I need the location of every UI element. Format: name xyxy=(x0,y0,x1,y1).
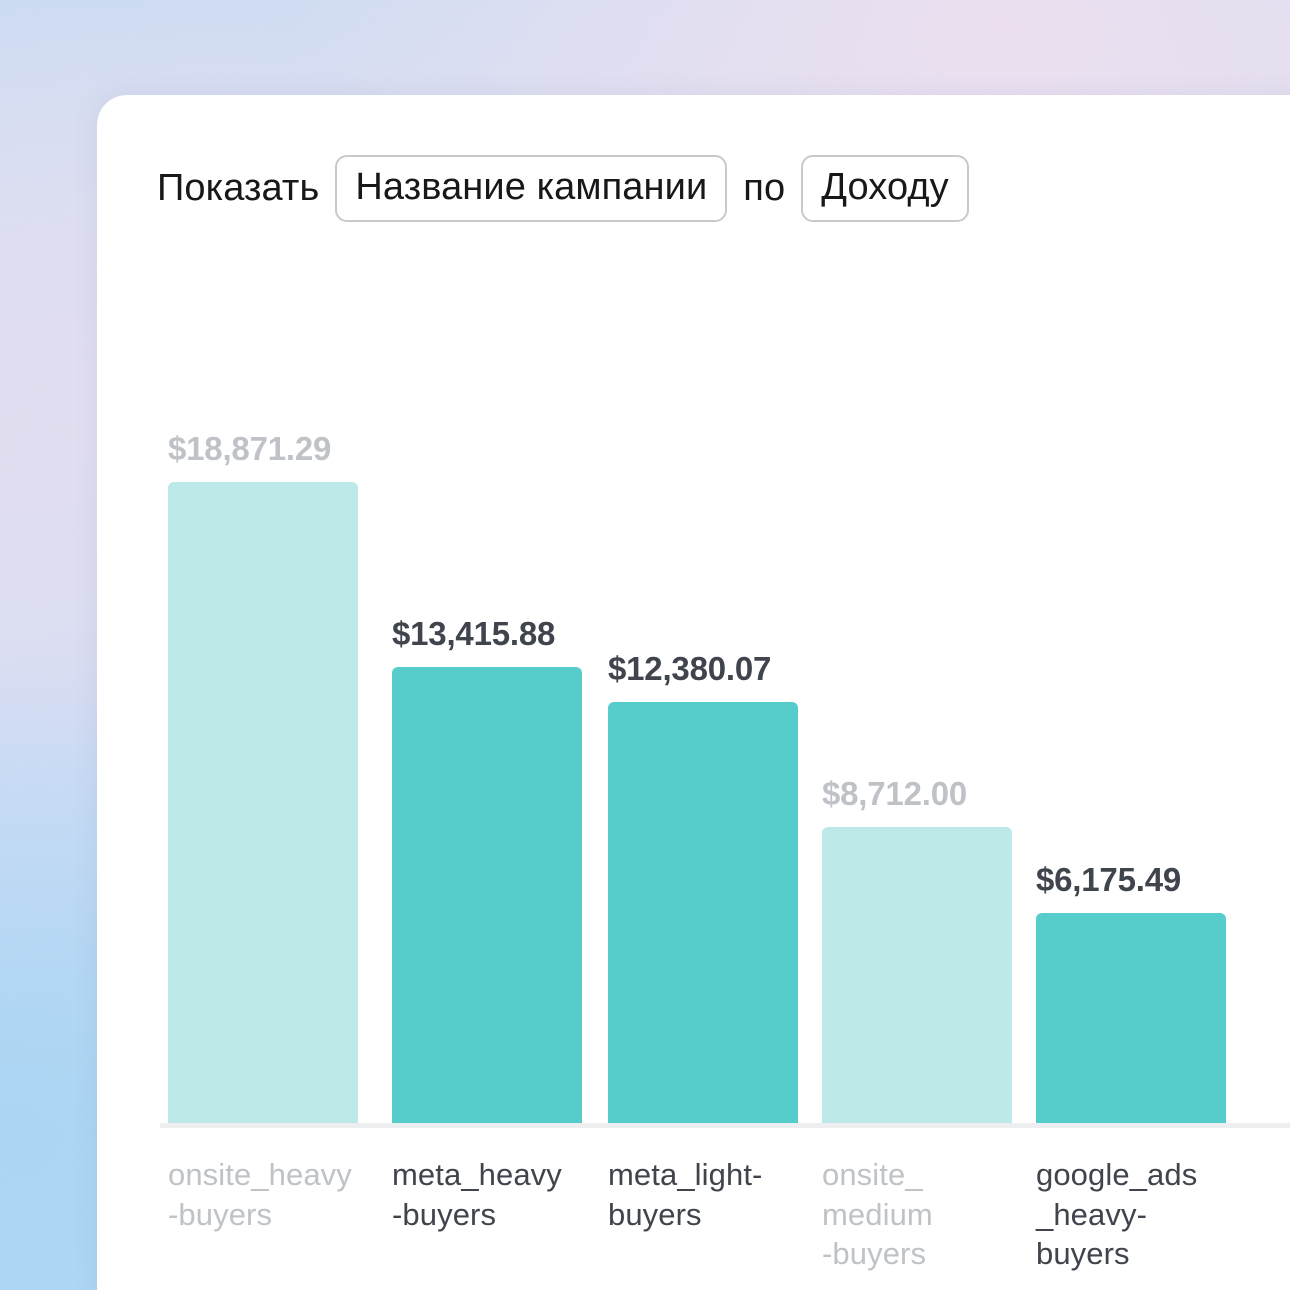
bar-rect[interactable] xyxy=(392,667,582,1123)
bar-category-label: onsite_heavy -buyers xyxy=(168,1155,358,1234)
bar-category-label: google_ads _heavy-buyers xyxy=(1036,1155,1226,1274)
chart-controls: Показать Название кампании по Доходу xyxy=(157,155,969,222)
bar-rect[interactable] xyxy=(168,482,358,1123)
bar-category-label: onsite_medium -buyers xyxy=(822,1155,1012,1274)
axis-baseline xyxy=(160,1123,1290,1128)
bar-category-label-line: _heavy- xyxy=(1036,1196,1147,1232)
bar-category-label-line: meta_heavy xyxy=(392,1157,562,1192)
bar-group[interactable]: $12,380.07 meta_light-buyers xyxy=(608,650,798,1232)
bar-chart: $18,871.29 onsite_heavy -buyers $13,415.88 m… xyxy=(97,95,1290,1290)
bar-category-label-line: onsite_ xyxy=(822,1157,923,1192)
bar-category-label: meta_light-buyers xyxy=(608,1155,798,1234)
bar-value-label: $6,175.49 xyxy=(1036,861,1182,898)
bar-value-label: $12,380.07 xyxy=(608,650,772,687)
metric-dropdown[interactable]: Доходу xyxy=(801,155,969,222)
bar-group[interactable]: $8,712.00 onsite_medium -buyers xyxy=(822,775,1012,1271)
bar-group[interactable]: $6,175.49 google_ads _heavy-buyers xyxy=(1036,861,1226,1271)
bar-rect[interactable] xyxy=(822,827,1012,1123)
by-connector-label: по xyxy=(743,167,786,209)
bar-category-label-line: google_ads xyxy=(1036,1157,1198,1192)
bar-value-label: $18,871.29 xyxy=(168,430,332,467)
chart-card: Показать Название кампании по Доходу $18… xyxy=(97,95,1290,1290)
bar-group[interactable]: $18,871.29 onsite_heavy -buyers xyxy=(168,430,358,1232)
bar-rect[interactable] xyxy=(1036,913,1226,1123)
show-prefix-label: Показать xyxy=(157,167,320,209)
bar-category-label-line: -buyers xyxy=(392,1196,497,1232)
bar-value-label: $8,712.00 xyxy=(822,775,968,812)
bar-category-label: meta_heavy -buyers xyxy=(392,1155,582,1234)
bar-category-label-line: -buyers xyxy=(168,1196,273,1232)
bar-category-label-line: meta_light- xyxy=(608,1157,763,1192)
bar-category-label-line: buyers xyxy=(1036,1236,1130,1272)
bar-value-label: $13,415.88 xyxy=(392,615,556,652)
bar-category-label-line: buyers xyxy=(608,1196,702,1232)
bar-category-label-line: medium xyxy=(822,1196,933,1232)
bar-category-label-line: -buyers xyxy=(822,1236,927,1272)
bar-group[interactable]: $13,415.88 meta_heavy -buyers xyxy=(392,615,582,1232)
bar-rect[interactable] xyxy=(608,702,798,1123)
dimension-dropdown[interactable]: Название кампании xyxy=(335,155,728,222)
bar-category-label-line: onsite_heavy xyxy=(168,1157,352,1192)
